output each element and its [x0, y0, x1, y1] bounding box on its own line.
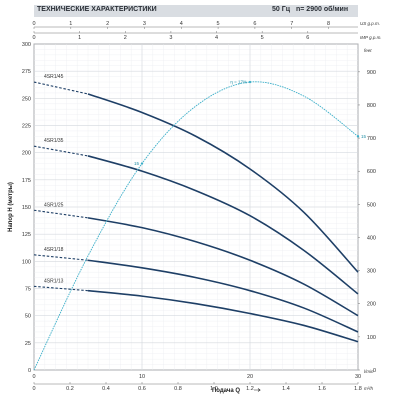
efficiency-curve: 15 η = 17% 15 [33, 80, 367, 371]
efficiency-line [33, 81, 359, 371]
header-frequency: 50 Гц [272, 6, 291, 13]
bottom-axis2-tick-label: 1.6 [318, 386, 326, 392]
right-axis-tick-label: 800 [367, 103, 376, 109]
right-axis-tick-label: 300 [367, 269, 376, 275]
bottom-axis2-tick-label: 0.6 [138, 386, 146, 392]
grid [33, 43, 359, 371]
y-tick-label: 75 [25, 287, 31, 293]
efficiency-label: 15 [134, 161, 140, 166]
top-axis2-tick-label: 3 [169, 35, 172, 41]
series-label: 4SR1/35 [44, 138, 64, 144]
top-axis-tick-label: 6 [253, 21, 256, 27]
efficiency-label: η = 17% [230, 80, 247, 85]
bottom-axis2-tick-label: 1.2 [246, 386, 254, 392]
curve-4SR1/13 [87, 289, 359, 343]
chart-header: ТЕХНИЧЕСКИЕ ХАРАКТЕРИСТИКИ 50 Гц n= 2900… [34, 5, 358, 17]
performance-curves [33, 81, 359, 343]
top-axis-tick-label: 5 [217, 21, 220, 27]
top-axis-tick-label: 3 [143, 21, 146, 27]
top-axis2-tick-label: 2 [124, 35, 127, 41]
x-tick-label: 0 [32, 374, 35, 380]
y-tick-label: 25 [25, 341, 31, 347]
curve-dashed-4SR1/18 [33, 254, 89, 261]
efficiency-marker [356, 135, 360, 138]
x-tick-label: 10 [139, 374, 145, 380]
y-tick-label: 200 [22, 151, 31, 157]
top-axis2-tick-label: 4 [215, 35, 218, 41]
y-tick-label: 225 [22, 124, 31, 130]
bottom-axis2-tick-label: 1.8 [354, 386, 362, 392]
y-tick-label: 300 [22, 42, 31, 48]
curve-dashed-4SR1/35 [33, 145, 89, 157]
y-axis-title: Напор H (метры) [8, 182, 14, 232]
series-label: 4SR1/25 [44, 202, 64, 208]
bottom-axis2-tick-label: 0.2 [66, 386, 74, 392]
top-axis-tick-label: 2 [106, 21, 109, 27]
right-axis-tick-label: 100 [367, 335, 376, 341]
efficiency-label: 15 [361, 134, 367, 139]
top-axis-tick-label: 4 [180, 21, 183, 27]
series-label: 4SR1/13 [44, 278, 64, 284]
top-axis2-tick-label: 5 [261, 35, 264, 41]
header-speed: n= 2900 об/мин [296, 6, 349, 13]
top-axis-tick-label: 7 [290, 21, 293, 27]
y-tick-label: 50 [25, 314, 31, 320]
right-axis-tick-label: 400 [367, 235, 376, 241]
x-axis-arrow [254, 388, 261, 392]
top-axis2-tick-label: 1 [78, 35, 81, 41]
y-tick-label: 175 [22, 178, 31, 184]
series-label: 4SR1/18 [44, 247, 64, 253]
series-label: 4SR1/45 [44, 74, 64, 80]
curve-dashed-4SR1/45 [33, 81, 89, 95]
x-axis-title: Подача Q [212, 388, 240, 394]
curve-dashed-4SR1/25 [33, 209, 89, 219]
efficiency-marker [248, 80, 252, 84]
right-axis-tick-label: 600 [367, 169, 376, 175]
bottom-axis2-unit: m³/h [364, 386, 373, 391]
y-tick-label: 0 [28, 368, 31, 374]
bottom-axis2-tick-label: 0 [32, 386, 35, 392]
y-tick-label: 275 [22, 69, 31, 75]
bottom-axis2-tick-label: 0.8 [174, 386, 182, 392]
right-axis-unit: feet [364, 48, 372, 53]
curve-4SR1/45 [87, 93, 359, 273]
top-axis-tick-label: 1 [69, 21, 72, 27]
efficiency-marker [140, 162, 144, 165]
top-axis2-unit: IMP g.p.m. [360, 35, 382, 40]
y-tick-label: 250 [22, 96, 31, 102]
top-axis-unit: US g.p.m. [360, 21, 380, 26]
right-axis-tick-label: 200 [367, 302, 376, 308]
y-tick-label: 125 [22, 232, 31, 238]
top-axis-tick-label: 8 [327, 21, 330, 27]
top-axis2-tick-label: 0 [32, 35, 35, 41]
right-axis-tick-label: 900 [367, 70, 376, 76]
bottom-axis2-tick-label: 1.0 [210, 386, 218, 392]
right-axis-tick-label: 700 [367, 136, 376, 142]
top-axis2-tick-label: 6 [306, 35, 309, 41]
right-axis-tick-label: 0 [373, 368, 376, 374]
x-tick-label: 30 [355, 374, 361, 380]
y-tick-label: 100 [22, 259, 31, 265]
curve-4SR1/18 [87, 259, 359, 333]
y-tick-label: 150 [22, 205, 31, 211]
right-axis-tick-label: 500 [367, 202, 376, 208]
bottom-axis2-tick-label: 0.4 [102, 386, 110, 392]
top-axis-tick-label: 0 [32, 21, 35, 27]
x-unit-label: l/min [364, 369, 374, 374]
header-title: ТЕХНИЧЕСКИЕ ХАРАКТЕРИСТИКИ [37, 6, 157, 13]
chart-labels: 4SR1/45 4SR1/35 4SR1/25 4SR1/18 4SR1/13 [44, 74, 64, 284]
curve-dashed-4SR1/13 [33, 285, 89, 292]
x-tick-label: 20 [247, 374, 253, 380]
curve-4SR1/25 [87, 217, 359, 317]
bottom-axis2-tick-label: 1.4 [282, 386, 290, 392]
curve-4SR1/35 [87, 155, 359, 295]
